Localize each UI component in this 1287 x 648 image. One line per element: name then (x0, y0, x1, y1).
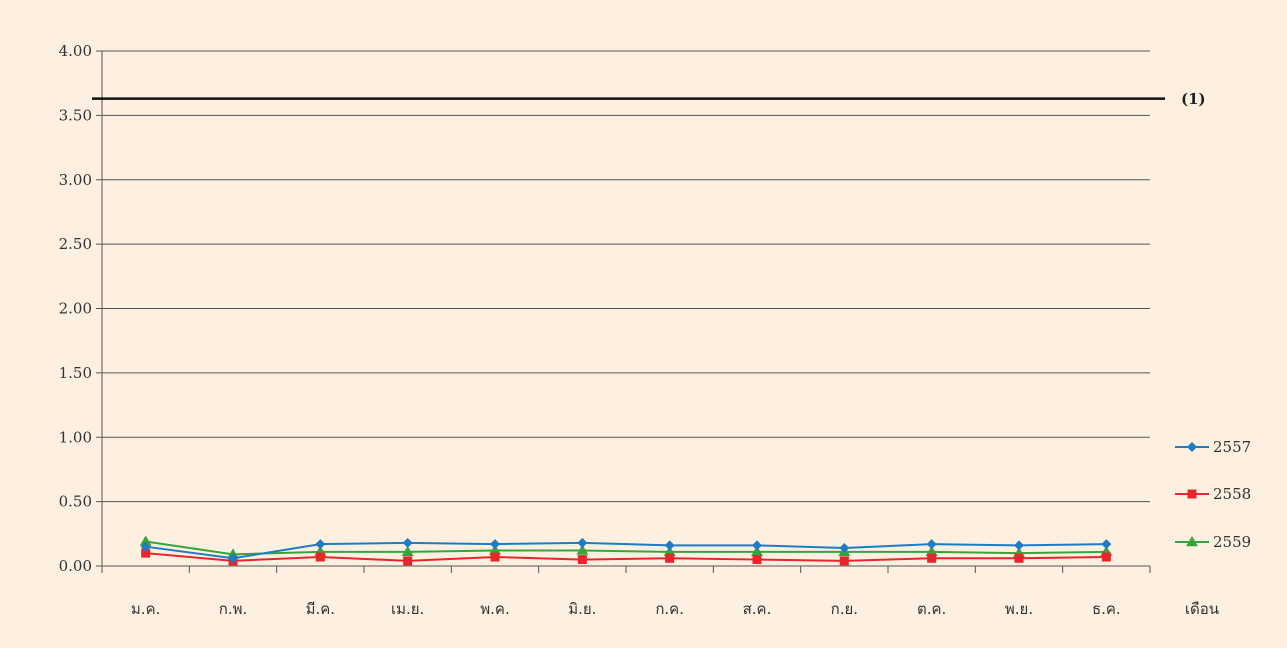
x-tick-label: ก.ค. (655, 600, 684, 618)
triangle-marker (663, 545, 676, 557)
y-tick-label: 2.00 (59, 300, 92, 318)
diamond-marker (315, 539, 326, 550)
diamond-marker (752, 540, 762, 551)
y-tick-label: 3.00 (59, 171, 92, 189)
y-tick-label: 0.50 (59, 493, 92, 511)
y-tick-label: 1.50 (59, 364, 92, 382)
reference-line-label: (1) (1181, 90, 1206, 108)
square-marker (577, 555, 587, 565)
series-line (145, 552, 1107, 562)
diamond-marker (228, 553, 238, 564)
legend-item-2559: 2559 (1175, 533, 1251, 551)
square-marker (1187, 489, 1197, 499)
square-marker (315, 552, 325, 562)
x-tick-label: มิ.ย. (568, 600, 596, 618)
triangle-marker (401, 545, 414, 557)
square-marker (403, 556, 413, 566)
diamond-marker (577, 537, 588, 548)
x-tick-label: ก.ย. (831, 600, 858, 618)
triangle-marker (576, 544, 589, 555)
x-tick-label: ธ.ค. (1092, 600, 1121, 618)
square-marker (1101, 552, 1111, 562)
y-tick-label: 2.50 (59, 235, 92, 253)
legend-label: 2557 (1213, 438, 1251, 456)
triangle-marker (489, 544, 501, 555)
diamond-marker (402, 537, 413, 548)
diamond-marker (1101, 539, 1112, 550)
diamond-marker (664, 540, 675, 551)
y-tick-label: 4.00 (59, 42, 92, 60)
legend-label: 2558 (1213, 485, 1251, 503)
diamond-marker (1187, 442, 1197, 452)
y-tick-label: 0.00 (59, 557, 92, 575)
triangle-marker (1186, 536, 1198, 547)
square-marker (490, 552, 500, 562)
series-2557 (140, 537, 1112, 564)
diamond-marker (490, 539, 500, 550)
square-marker (141, 548, 151, 558)
series-line (145, 540, 1107, 556)
x-tick-label: พ.ค. (480, 600, 509, 618)
legend-item-2557: 2557 (1175, 438, 1251, 456)
diamond-marker (1014, 540, 1024, 551)
diamond-marker (839, 542, 850, 553)
x-tick-label: พ.ย. (1005, 600, 1033, 618)
y-tick-label: 3.50 (59, 106, 92, 124)
square-marker (927, 553, 937, 563)
y-tick-label: 1.00 (59, 428, 92, 446)
triangle-marker (751, 545, 763, 557)
square-marker (1014, 553, 1024, 563)
diamond-marker (926, 539, 937, 550)
legend-label: 2559 (1213, 533, 1251, 551)
square-marker (752, 555, 762, 565)
x-tick-label: ม.ค. (131, 600, 160, 618)
square-marker (839, 556, 849, 566)
series-line (145, 541, 1107, 560)
x-axis-title: เดือน (1185, 600, 1219, 618)
triangle-marker (925, 545, 938, 557)
legend-item-2558: 2558 (1175, 485, 1251, 503)
x-tick-label: ต.ค. (917, 600, 946, 618)
x-tick-label: เม.ย. (391, 600, 424, 618)
x-tick-label: มี.ค. (306, 600, 335, 618)
x-tick-label: ก.พ. (219, 600, 248, 618)
diamond-marker (140, 541, 151, 552)
triangle-marker (139, 535, 152, 546)
square-marker (665, 553, 675, 563)
x-tick-label: ส.ค. (743, 600, 772, 618)
